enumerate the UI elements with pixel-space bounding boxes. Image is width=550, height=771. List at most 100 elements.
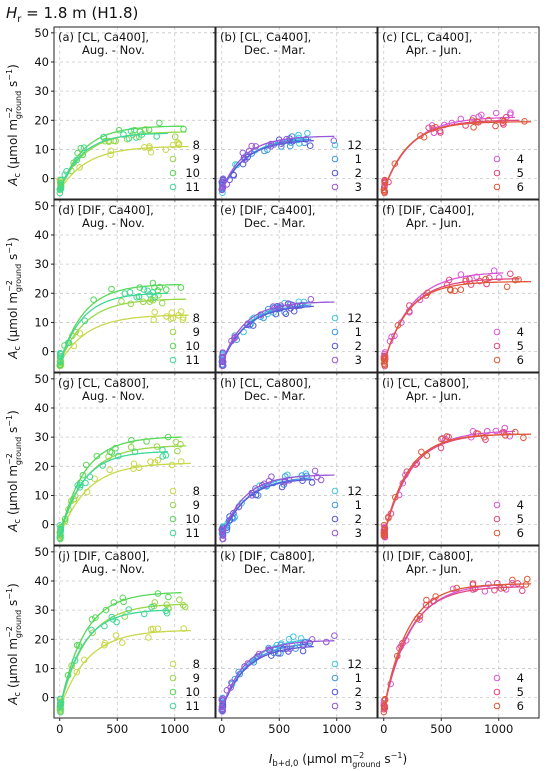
data-point-11: [65, 339, 73, 347]
data-point-6: [394, 652, 401, 660]
legend-label-8: 8: [193, 311, 200, 325]
data-point-11: [99, 462, 106, 469]
data-point-2: [268, 652, 275, 659]
data-point-8: [154, 457, 162, 464]
fit-curve-2: [221, 478, 314, 537]
data-point-10: [88, 616, 96, 623]
legend-label-10: 10: [185, 685, 200, 699]
data-point-6: [423, 452, 431, 459]
legend-marker-3: [331, 529, 339, 537]
fit-curve-11: [59, 292, 168, 364]
data-point-11: [81, 317, 89, 325]
fit-curve-6: [383, 121, 532, 191]
panel-subtitle: Dec. - Mar.: [244, 216, 306, 230]
data-point-11: [159, 453, 166, 460]
data-point-4: [441, 121, 448, 129]
legend-marker-11: [169, 356, 177, 364]
data-point-6: [394, 322, 402, 329]
legend-label-9: 9: [193, 325, 200, 339]
data-point-3: [235, 503, 242, 511]
data-point-6: [503, 283, 511, 291]
data-point-5: [403, 468, 411, 476]
data-point-5: [466, 275, 473, 283]
data-point-3: [330, 137, 338, 144]
data-point-5: [425, 124, 433, 132]
data-point-3: [219, 708, 226, 715]
y-tick-label: 40: [34, 574, 49, 588]
fit-curve-8: [59, 629, 191, 710]
data-point-6: [381, 696, 389, 704]
panel-frame: [215, 199, 378, 373]
legend-label-5: 5: [517, 512, 524, 526]
data-point-3: [219, 362, 226, 370]
legend-label-11: 11: [185, 699, 200, 713]
panel-frame: [53, 545, 216, 719]
data-point-9: [174, 447, 181, 455]
data-point-9: [139, 298, 147, 306]
data-point-5: [494, 579, 501, 587]
data-point-8: [168, 309, 176, 316]
legend-marker-12: [331, 314, 339, 322]
legend-label-4: 4: [517, 152, 524, 166]
legend-label-12: 12: [347, 311, 362, 325]
legend-label-2: 2: [355, 685, 362, 699]
data-point-10: [149, 279, 157, 287]
data-point-9: [151, 599, 159, 606]
data-point-3: [331, 632, 338, 640]
data-point-6: [462, 277, 469, 285]
legend-marker-1: [331, 155, 339, 163]
y-tick-label: 50: [34, 545, 49, 559]
data-point-11: [56, 189, 64, 197]
x-tick-label: 1000: [322, 722, 351, 736]
data-point-2: [279, 645, 287, 653]
data-point-2: [302, 136, 310, 143]
legend-label-10: 10: [185, 166, 200, 180]
y-axis-label: Ac (μmol m−2ground s−1): [5, 237, 23, 360]
data-point-6: [424, 289, 431, 297]
fit-curve-11: [59, 132, 168, 191]
data-point-6: [381, 176, 389, 184]
panel-subtitle: Aug. - Nov.: [82, 389, 145, 403]
data-point-12: [304, 129, 311, 137]
legend-label-5: 5: [517, 339, 524, 353]
data-point-6: [447, 287, 454, 294]
data-point-6: [380, 708, 388, 716]
data-point-2: [282, 310, 290, 318]
data-point-4: [439, 435, 447, 442]
legend-label-3: 3: [355, 526, 362, 540]
data-point-8: [76, 330, 84, 337]
data-point-11: [162, 452, 170, 459]
data-point-6: [470, 124, 477, 131]
legend-marker-12: [331, 487, 339, 495]
legend-marker-4: [493, 328, 501, 336]
panel-frame: [53, 199, 216, 373]
x-tick-label: 500: [430, 722, 452, 736]
y-tick-label: 0: [42, 691, 49, 705]
data-point-6: [481, 433, 488, 441]
data-point-6: [423, 596, 430, 604]
data-point-8: [179, 314, 187, 321]
data-point-3: [223, 687, 231, 694]
data-point-9: [163, 601, 170, 609]
data-point-8: [177, 308, 185, 315]
data-point-5: [483, 280, 490, 288]
legend-label-11: 11: [185, 526, 200, 540]
data-point-11: [125, 606, 133, 613]
data-point-2: [230, 172, 238, 179]
data-point-3: [244, 660, 252, 667]
y-tick-label: 50: [34, 199, 49, 213]
data-point-12: [297, 635, 305, 642]
data-point-8: [180, 625, 187, 632]
data-point-6: [420, 133, 428, 141]
panel-d: (d) [DIF, Ca400],Aug. - Nov.891011010203…: [34, 199, 216, 375]
data-point-9: [155, 292, 162, 299]
data-point-6: [443, 433, 451, 440]
legend-marker-4: [493, 501, 501, 509]
data-point-10: [93, 452, 101, 460]
data-point-6: [418, 448, 425, 456]
data-point-5: [486, 274, 493, 282]
data-point-10: [90, 296, 97, 304]
